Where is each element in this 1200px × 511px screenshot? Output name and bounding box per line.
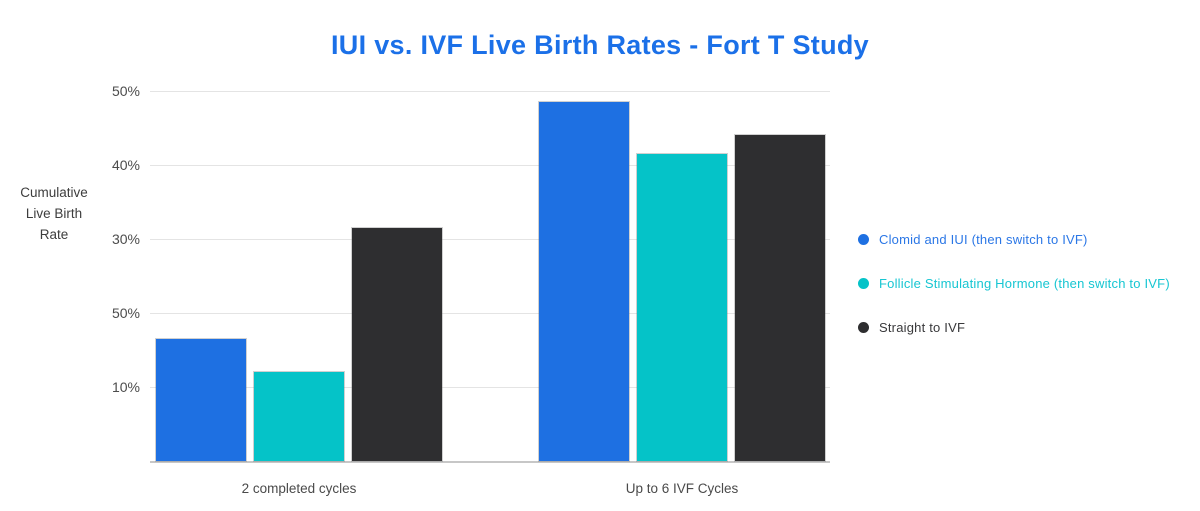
legend-label-clomid-iui: Clomid and IUI (then switch to IVF) (879, 232, 1088, 247)
bar-group-2 (539, 91, 825, 461)
legend-label-straight-ivf: Straight to IVF (879, 320, 966, 335)
y-tick-label-20: 50% (111, 305, 140, 321)
legend-dot-straight-ivf (858, 322, 869, 333)
gridline-30 (150, 239, 830, 240)
y-tick-label-10: 10% (111, 379, 140, 395)
legend-item-fsh: Follicle Stimulating Hormone (then switc… (858, 276, 1170, 291)
gridline-50 (150, 91, 830, 92)
legend-dot-clomid-iui (858, 234, 869, 245)
y-axis-title: Cumulative Live Birth Rate (20, 185, 88, 242)
gridline-20 (150, 313, 830, 314)
bar-clomid-iui (156, 338, 246, 461)
legend-label-fsh: Follicle Stimulating Hormone (then switc… (879, 276, 1170, 291)
y-tick-label-30: 30% (111, 231, 140, 247)
legend-item-clomid-iui: Clomid and IUI (then switch to IVF) (858, 232, 1170, 247)
bar-fsh (637, 153, 727, 461)
bar-group-1 (156, 91, 442, 461)
plot-area: 10% 50% 30% 40% 50% 2 completed cycles Up to 6… (112, 83, 830, 496)
chart-title: IUI vs. IVF Live Birth Rates - Fort T St… (331, 30, 869, 60)
gridline-10 (150, 387, 830, 388)
bar-straight-ivf (352, 227, 442, 461)
bar-clomid-iui (539, 102, 629, 461)
bar-fsh (254, 372, 344, 461)
bar-straight-ivf (735, 135, 825, 461)
legend-dot-fsh (858, 278, 869, 289)
y-tick-label-40: 40% (111, 157, 140, 173)
x-axis-label-2: Up to 6 IVF Cycles (625, 481, 739, 496)
legend: Clomid and IUI (then switch to IVF) Folli… (858, 232, 1170, 335)
legend-item-straight-ivf: Straight to IVF (858, 320, 1170, 335)
x-axis-label-1: 2 completed cycles (241, 481, 357, 496)
gridline-40 (150, 165, 830, 166)
y-tick-label-50: 50% (111, 83, 140, 99)
